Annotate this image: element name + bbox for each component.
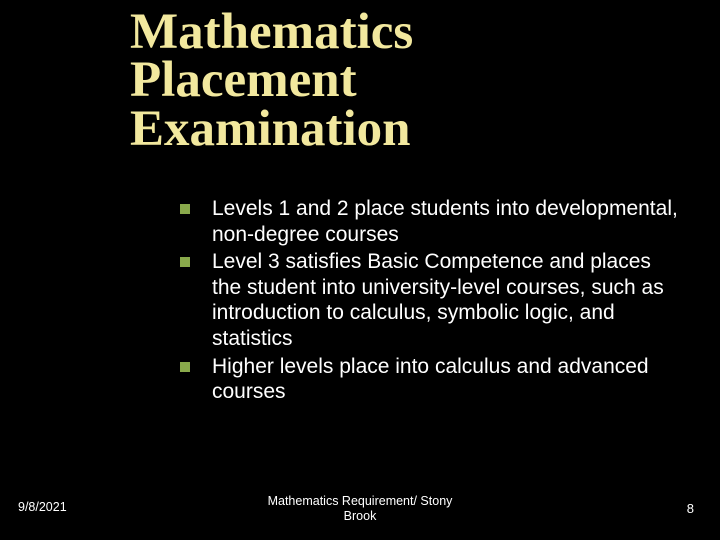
list-item: Levels 1 and 2 place students into devel… <box>180 196 680 247</box>
slide-container: MathematicsPlacementExamination Levels 1… <box>0 0 720 540</box>
list-item: Level 3 satisfies Basic Competence and p… <box>180 249 680 351</box>
footer-center-line1: Mathematics Requirement/ Stony <box>268 494 453 508</box>
slide-title: MathematicsPlacementExamination <box>130 8 413 153</box>
title-text: MathematicsPlacementExamination <box>130 4 413 157</box>
list-item: Higher levels place into calculus and ad… <box>180 354 680 405</box>
bullet-text: Higher levels place into calculus and ad… <box>212 354 680 405</box>
footer-center-line2: Brook <box>344 509 377 523</box>
footer-center: Mathematics Requirement/ Stony Brook <box>0 494 720 524</box>
footer-page-number: 8 <box>687 501 694 516</box>
square-bullet-icon <box>180 204 190 214</box>
bullet-text: Level 3 satisfies Basic Competence and p… <box>212 249 680 351</box>
bullet-list: Levels 1 and 2 place students into devel… <box>180 196 680 407</box>
square-bullet-icon <box>180 257 190 267</box>
square-bullet-icon <box>180 362 190 372</box>
bullet-text: Levels 1 and 2 place students into devel… <box>212 196 680 247</box>
